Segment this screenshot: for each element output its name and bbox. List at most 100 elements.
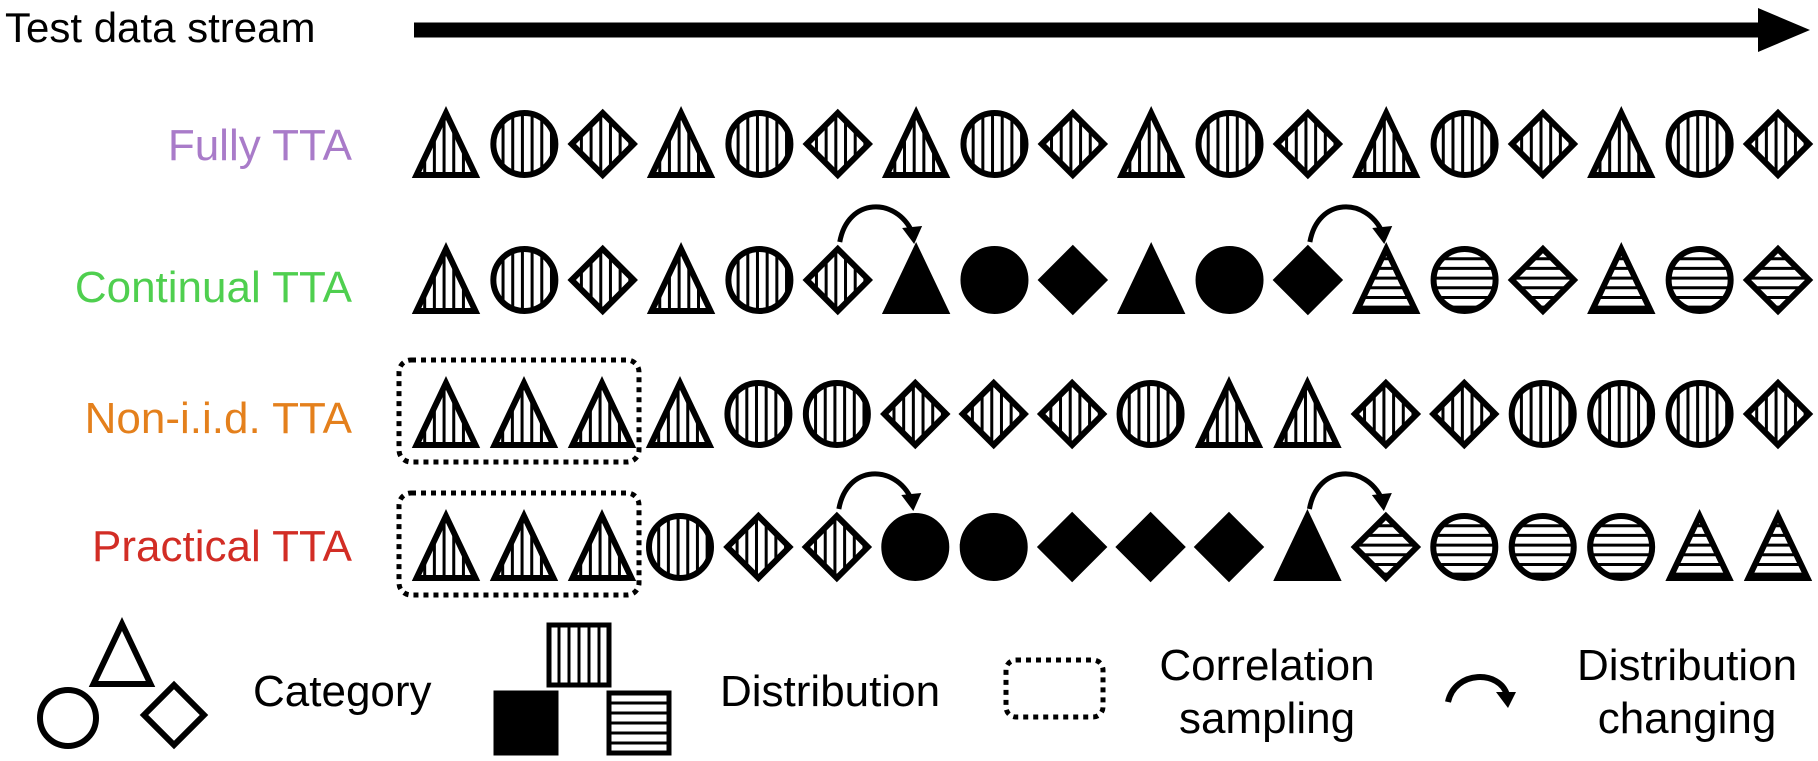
stream-triangle-vertical [645, 376, 715, 448]
stream-circle-horizontal [1430, 513, 1499, 581]
stream-diamond-solid [1037, 244, 1109, 316]
stream-triangle-horizontal [1352, 242, 1421, 314]
legend-solid-square-icon [493, 690, 559, 756]
stream-circle-vertical [1195, 110, 1264, 178]
legend: Category Distribution Correlation sampli… [36, 617, 1797, 756]
stream-circle-vertical [1508, 380, 1577, 448]
stream-triangle-vertical [489, 376, 559, 448]
legend-correlation-line1: Correlation [1159, 641, 1374, 690]
legend-circle-icon [36, 687, 100, 749]
stream-circle-vertical [724, 380, 793, 448]
stream-triangle-vertical [1273, 376, 1342, 448]
stream-circle-vertical [1665, 110, 1734, 178]
stream-circle-horizontal [1508, 513, 1577, 581]
stream-circle-vertical [802, 380, 871, 448]
row-label-fully: Fully TTA [168, 121, 353, 170]
stream-diamond-horizontal [1350, 511, 1422, 583]
stream-circle-vertical [725, 246, 794, 314]
legend-curved-arrow-icon [1445, 674, 1516, 708]
row-label-noniid: Non-i.i.d. TTA [85, 394, 353, 443]
legend-horizontal-stripe-square-icon [606, 690, 672, 756]
stream-circle-vertical [1116, 380, 1185, 448]
stream-diamond-solid [1036, 511, 1108, 583]
stream-triangle-horizontal [1743, 509, 1813, 581]
stream-triangle-vertical [1352, 106, 1421, 178]
stream-triangle-vertical [567, 509, 637, 581]
stream-triangle-vertical [411, 376, 481, 448]
stream-row-noniid [396, 357, 1814, 465]
stream-diamond-vertical [567, 244, 638, 316]
distribution-change-arrow [1307, 204, 1393, 244]
stream-row-continual [411, 204, 1814, 316]
row-label-continual: Continual TTA [75, 263, 353, 312]
stream-diamond-vertical [1036, 378, 1108, 450]
stream-diamond-vertical [802, 108, 874, 180]
stream-diamond-vertical [802, 244, 874, 316]
stream-circle-vertical [725, 110, 794, 178]
legend-correlation-box-icon [1003, 657, 1106, 720]
stream-triangle-solid [1116, 242, 1186, 314]
legend-vertical-stripe-square-icon [546, 622, 612, 688]
stream-diamond-vertical [880, 378, 951, 450]
stream-title: Test data stream [5, 4, 315, 51]
stream-diamond-vertical [1507, 108, 1579, 180]
stream-triangle-vertical [1194, 376, 1264, 448]
stream-diamond-vertical [1429, 378, 1500, 450]
stream-triangle-vertical [1116, 106, 1186, 178]
legend-changing-line2: changing [1598, 694, 1777, 743]
legend-distribution-label: Distribution [720, 667, 940, 716]
stream-circle-horizontal [1587, 513, 1656, 581]
stream-diamond-solid [1272, 244, 1344, 316]
legend-category-icons [36, 617, 209, 750]
stream-triangle-vertical [646, 106, 716, 178]
stream-circle-vertical [960, 109, 1029, 179]
stream-row-fully [411, 106, 1814, 180]
correlation-sampling-box [396, 357, 642, 465]
stream-circle-horizontal [1665, 246, 1734, 314]
stream-triangle-vertical [411, 242, 481, 314]
stream-diamond-vertical [1037, 108, 1109, 180]
correlation-sampling-box [396, 490, 642, 598]
stream-diamond-vertical [567, 108, 638, 180]
stream-row-practical [396, 471, 1813, 598]
stream-diamond-solid [1115, 511, 1186, 583]
stream-triangle-vertical [567, 376, 637, 448]
stream-circle-vertical [645, 513, 715, 581]
stream-diamond-horizontal [1507, 244, 1579, 316]
stream-circle-solid [881, 513, 950, 581]
stream-triangle-vertical [646, 242, 716, 314]
stream-diamond-vertical [1272, 108, 1344, 180]
legend-correlation-line2: sampling [1179, 694, 1355, 743]
stream-triangle-vertical [489, 509, 559, 581]
stream-diamond-vertical [1742, 108, 1814, 180]
stream-diamond-vertical [1350, 378, 1422, 450]
legend-changing-line1: Distribution [1577, 641, 1797, 690]
distribution-change-arrow [1306, 471, 1392, 511]
stream-diamond-vertical [958, 378, 1029, 450]
distribution-change-arrow [836, 471, 922, 511]
stream-triangle-vertical [1587, 106, 1656, 178]
stream-circle-solid [959, 512, 1028, 582]
stream-circle-vertical [490, 110, 559, 178]
legend-category-label: Category [253, 667, 432, 716]
stream-triangle-solid [881, 242, 951, 314]
stream-circle-horizontal [1430, 246, 1499, 314]
stream-diamond-horizontal [1742, 244, 1814, 316]
distribution-change-arrow [837, 204, 923, 244]
legend-diamond-icon [139, 680, 209, 750]
row-label-practical: Practical TTA [92, 522, 353, 571]
stream-triangle-vertical [411, 106, 481, 178]
stream-diamond-vertical [1742, 378, 1814, 450]
stream-triangle-horizontal [1587, 242, 1656, 314]
stream-diamond-solid [1193, 511, 1265, 583]
legend-triangle-icon [88, 617, 156, 687]
stream-circle-vertical [1587, 380, 1656, 448]
stream-triangle-horizontal [1665, 509, 1734, 581]
stream-triangle-vertical [411, 509, 481, 581]
stream-triangle-vertical [881, 106, 951, 178]
stream-triangle-solid [1273, 509, 1342, 581]
stream-arrow [414, 8, 1810, 52]
stream-diamond-vertical [801, 511, 873, 583]
stream-circle-vertical [1665, 380, 1734, 448]
